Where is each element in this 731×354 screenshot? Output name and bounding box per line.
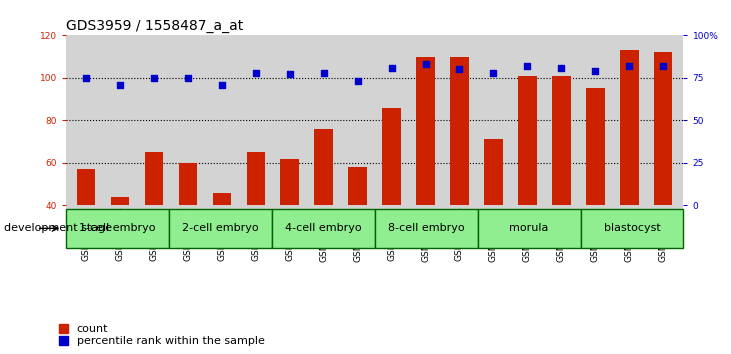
Text: blastocyst: blastocyst [604, 223, 660, 233]
Text: 1-cell embryo: 1-cell embryo [79, 223, 156, 233]
Bar [178, 163, 197, 205]
Point [657, 63, 669, 69]
Bar [213, 193, 231, 205]
Text: morula: morula [510, 223, 549, 233]
Bar [281, 159, 299, 205]
Point [352, 79, 363, 84]
Point [420, 62, 431, 67]
Text: 2-cell embryo: 2-cell embryo [182, 223, 259, 233]
Bar [314, 129, 333, 205]
Point [386, 65, 398, 70]
Bar [246, 152, 265, 205]
Bar [382, 108, 401, 205]
Point [454, 67, 466, 72]
Point [589, 68, 601, 74]
Point [556, 65, 567, 70]
Point [521, 63, 533, 69]
Legend: count, percentile rank within the sample: count, percentile rank within the sample [57, 322, 267, 348]
Bar [111, 197, 129, 205]
Bar [349, 167, 367, 205]
Text: 4-cell embryo: 4-cell embryo [285, 223, 361, 233]
Point [250, 70, 262, 76]
Bar [450, 57, 469, 205]
Point [216, 82, 228, 87]
Bar [484, 139, 503, 205]
Bar [654, 52, 673, 205]
Text: development stage: development stage [4, 223, 112, 233]
Text: 8-cell embryo: 8-cell embryo [388, 223, 464, 233]
Bar [586, 88, 605, 205]
Bar [77, 169, 96, 205]
Point [148, 75, 160, 81]
Point [80, 75, 92, 81]
Point [284, 72, 295, 77]
Bar [416, 57, 435, 205]
Point [488, 70, 499, 76]
Point [182, 75, 194, 81]
Bar [145, 152, 163, 205]
Point [318, 70, 330, 76]
Point [624, 63, 635, 69]
Bar [518, 76, 537, 205]
Bar [620, 50, 638, 205]
Point [114, 82, 126, 87]
Text: GDS3959 / 1558487_a_at: GDS3959 / 1558487_a_at [66, 19, 243, 33]
Bar [552, 76, 571, 205]
